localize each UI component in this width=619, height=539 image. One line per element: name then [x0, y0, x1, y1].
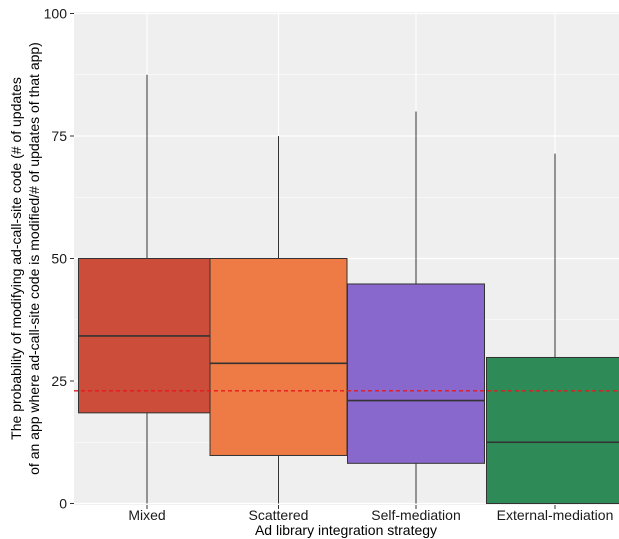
y-axis: 0 25 50 75 100: [44, 6, 74, 512]
x-tick-label: Self-mediation: [371, 507, 461, 523]
y-tick-label: 100: [44, 6, 68, 22]
box-external-mediation: [486, 153, 619, 505]
x-tick-label: Mixed: [128, 507, 165, 523]
x-tick-label: External-mediation: [497, 507, 614, 523]
box-iqr: [209, 258, 348, 456]
y-tick-label: 0: [59, 496, 67, 512]
box-iqr: [486, 356, 619, 505]
y-tick-label: 75: [51, 128, 67, 144]
x-axis: Mixed Scattered Self-mediation External-med…: [128, 505, 613, 523]
box-iqr: [347, 283, 485, 464]
x-axis-title: Ad library integration strategy: [255, 522, 437, 538]
y-axis-title: The probability of modifying ad-call-sit…: [8, 42, 42, 475]
y-tick-label: 50: [51, 251, 67, 267]
box-self-mediation: [347, 111, 485, 504]
y-axis-title-line-1: The probability of modifying ad-call-sit…: [8, 77, 24, 440]
box-mixed: [78, 74, 216, 504]
x-tick-label: Scattered: [249, 507, 309, 523]
y-tick-label: 25: [51, 373, 67, 389]
y-axis-title-line-2: of an app where ad-call-site code is mod…: [26, 42, 42, 475]
boxes-layer: [78, 74, 619, 505]
